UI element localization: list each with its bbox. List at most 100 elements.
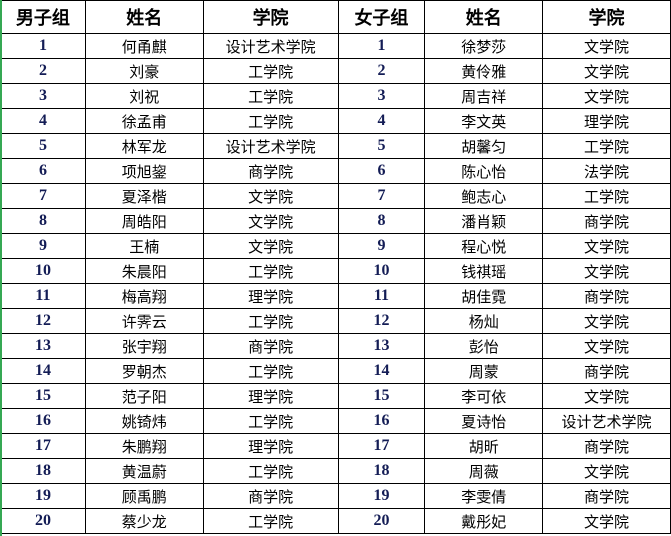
table-row: 14 周蒙 商学院 [337,358,671,384]
name-cell: 李可依 [424,383,544,409]
college-cell: 商学院 [542,208,671,234]
college-cell: 文学院 [542,83,671,109]
college-cell: 商学院 [542,483,671,509]
college-cell: 商学院 [542,358,671,384]
college-cell: 文学院 [542,233,671,259]
name-cell: 刘祝 [84,83,204,109]
table-row: 5 林军龙 设计艺术学院 [0,133,339,159]
name-cell: 项旭鋆 [84,158,204,184]
name-cell: 彭怡 [424,333,544,359]
table-row: 16 夏诗怡 设计艺术学院 [337,408,671,434]
rank-cell: 11 [0,283,86,309]
name-cell: 姚锜炜 [84,408,204,434]
rank-cell: 2 [337,58,426,84]
table-row: 9 王楠 文学院 [0,233,339,259]
men-roster-table: 男子组 姓名 学院 1 何甬麒 设计艺术学院 2 刘豪 工学院 [0,0,339,534]
college-cell: 文学院 [542,383,671,409]
name-cell: 周皓阳 [84,208,204,234]
name-cell: 周吉祥 [424,83,544,109]
college-cell: 文学院 [542,508,671,534]
name-cell: 顾禹鹏 [84,483,204,509]
name-cell: 黄温蔚 [84,458,204,484]
table-row: 6 陈心怡 法学院 [337,158,671,184]
college-cell: 文学院 [202,233,339,259]
table-row: 20 蔡少龙 工学院 [0,508,339,534]
left-edge-strip [0,0,2,536]
men-header-row: 男子组 姓名 学院 [0,0,339,34]
table-row: 14 罗朝杰 工学院 [0,358,339,384]
table-row: 17 胡昕 商学院 [337,433,671,459]
college-cell: 设计艺术学院 [542,408,671,434]
rank-cell: 10 [337,258,426,284]
rank-cell: 8 [337,208,426,234]
table-row: 12 许霁云 工学院 [0,308,339,334]
name-cell: 胡昕 [424,433,544,459]
women-header-row: 女子组 姓名 学院 [337,0,671,34]
name-cell: 鲍志心 [424,183,544,209]
name-cell: 夏诗怡 [424,408,544,434]
college-cell: 工学院 [202,508,339,534]
college-cell: 文学院 [542,33,671,59]
rank-cell: 20 [337,508,426,534]
name-cell: 王楠 [84,233,204,259]
name-cell: 周蒙 [424,358,544,384]
table-row: 13 张宇翔 商学院 [0,333,339,359]
name-cell: 蔡少龙 [84,508,204,534]
college-cell: 工学院 [542,133,671,159]
name-cell: 钱祺瑶 [424,258,544,284]
rank-cell: 18 [0,458,86,484]
rank-cell: 10 [0,258,86,284]
women-college-header: 学院 [542,0,671,34]
college-cell: 法学院 [542,158,671,184]
college-cell: 理学院 [202,283,339,309]
table-row: 2 黄伶雅 文学院 [337,58,671,84]
name-cell: 梅高翔 [84,283,204,309]
college-cell: 工学院 [202,83,339,109]
name-cell: 胡佳霓 [424,283,544,309]
rank-cell: 16 [0,408,86,434]
college-cell: 商学院 [542,283,671,309]
name-cell: 刘豪 [84,58,204,84]
table-row: 16 姚锜炜 工学院 [0,408,339,434]
name-cell: 徐梦莎 [424,33,544,59]
women-name-header: 姓名 [424,0,544,34]
college-cell: 理学院 [202,383,339,409]
rank-cell: 16 [337,408,426,434]
college-cell: 文学院 [542,258,671,284]
name-cell: 许霁云 [84,308,204,334]
college-cell: 设计艺术学院 [202,33,339,59]
rank-cell: 9 [337,233,426,259]
rank-cell: 15 [337,383,426,409]
rank-cell: 7 [0,183,86,209]
rank-cell: 5 [0,133,86,159]
name-cell: 何甬麒 [84,33,204,59]
table-row: 15 李可依 文学院 [337,383,671,409]
rank-cell: 17 [337,433,426,459]
college-cell: 工学院 [542,183,671,209]
name-cell: 李雯倩 [424,483,544,509]
men-name-header: 姓名 [84,0,204,34]
rank-cell: 19 [337,483,426,509]
table-row: 19 顾禹鹏 商学院 [0,483,339,509]
name-cell: 潘肖颖 [424,208,544,234]
college-cell: 文学院 [542,333,671,359]
rank-cell: 13 [0,333,86,359]
rank-cell: 12 [0,308,86,334]
table-row: 11 梅高翔 理学院 [0,283,339,309]
name-cell: 张宇翔 [84,333,204,359]
name-cell: 杨灿 [424,308,544,334]
college-cell: 文学院 [202,208,339,234]
name-cell: 李文英 [424,108,544,134]
rank-cell: 11 [337,283,426,309]
table-row: 8 潘肖颖 商学院 [337,208,671,234]
college-cell: 商学院 [202,483,339,509]
table-row: 8 周皓阳 文学院 [0,208,339,234]
name-cell: 林军龙 [84,133,204,159]
rank-cell: 14 [0,358,86,384]
rank-cell: 7 [337,183,426,209]
table-row: 3 刘祝 工学院 [0,83,339,109]
name-cell: 罗朝杰 [84,358,204,384]
women-table-body: 1 徐梦莎 文学院 2 黄伶雅 文学院 3 周吉祥 文学院 4 [337,33,671,534]
men-group-header: 男子组 [0,0,86,34]
